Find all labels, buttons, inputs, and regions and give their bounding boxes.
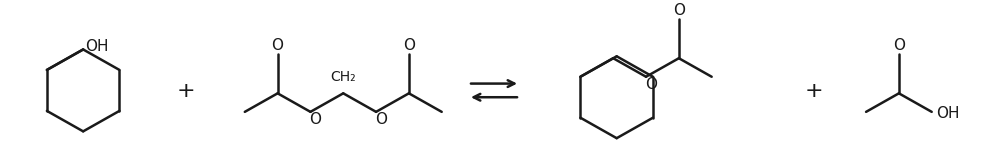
Text: O: O [403, 38, 415, 53]
Text: CH₂: CH₂ [330, 70, 356, 84]
Text: O: O [375, 112, 387, 127]
Text: OH: OH [85, 39, 109, 54]
Text: O: O [645, 77, 657, 92]
Text: O: O [673, 3, 685, 18]
Text: O: O [272, 38, 284, 53]
Text: O: O [309, 112, 321, 127]
Text: +: + [177, 81, 195, 101]
Text: +: + [805, 81, 823, 101]
Text: OH: OH [936, 106, 959, 121]
Text: O: O [893, 38, 905, 53]
